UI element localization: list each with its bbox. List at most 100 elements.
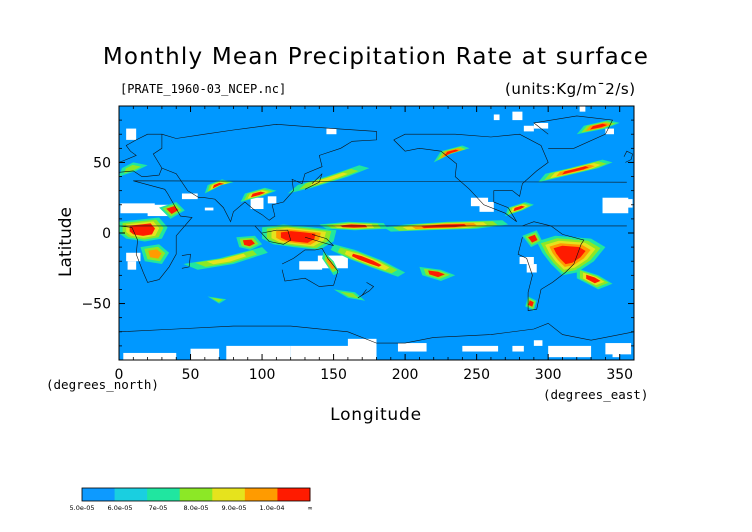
colorbar-swatch	[114, 488, 148, 501]
precip-band	[242, 239, 255, 247]
coastline	[304, 173, 323, 190]
coastline	[357, 282, 375, 299]
x-tick-label: 350	[606, 367, 633, 383]
missing-data-patch	[204, 207, 214, 211]
units-label: (units:Kg/m¯2/s)	[505, 80, 636, 98]
precip-band	[528, 300, 534, 307]
missing-data-patch	[548, 345, 592, 358]
coastline	[161, 123, 377, 223]
precip-band	[206, 253, 247, 265]
colorbar-label: 6.0e-05	[108, 504, 133, 512]
missing-data-patch	[126, 252, 141, 262]
coastline	[517, 221, 585, 311]
y-tick-label: 0	[102, 226, 111, 242]
precip-band	[528, 234, 538, 243]
missing-data-patch	[493, 114, 500, 121]
precip-band	[428, 270, 445, 278]
precip-band	[351, 253, 382, 267]
missing-data-patch	[147, 204, 170, 217]
missing-data-patch	[123, 352, 177, 360]
missing-data-patch	[612, 350, 620, 358]
missing-data-patch	[181, 193, 198, 200]
precip-band	[340, 291, 360, 299]
coastline	[119, 133, 163, 177]
precip-band	[444, 149, 459, 157]
coastline	[533, 115, 613, 149]
missing-data-patch	[127, 261, 137, 270]
x-tick-label: 150	[320, 367, 347, 383]
colorbar-label: 1.0e-04	[260, 504, 285, 512]
coastline	[393, 133, 549, 222]
missing-data-patch	[326, 128, 337, 135]
missing-data-patch	[347, 338, 377, 349]
missing-data-patch	[519, 256, 534, 265]
missing-data-patch	[512, 345, 524, 352]
colorbar-label: 9.0e-05	[222, 504, 247, 512]
x-unit-label: (degrees_east)	[543, 387, 649, 402]
precip-band	[148, 249, 162, 259]
missing-data-patch	[226, 345, 291, 360]
precip-band	[285, 232, 311, 242]
precip-band	[590, 123, 608, 130]
y-tick-label: −50	[81, 297, 111, 313]
colorbar-swatch	[244, 488, 278, 501]
x-tick-label: 50	[182, 367, 200, 383]
x-tick-label: 100	[249, 367, 276, 383]
coastline	[623, 150, 633, 163]
colorbar-label: ∞	[307, 504, 312, 512]
missing-data-patch	[526, 264, 537, 273]
precip-band	[586, 274, 601, 284]
x-tick-label: 200	[392, 367, 419, 383]
missing-data-patch	[397, 343, 427, 352]
colorbar-swatch	[277, 488, 311, 501]
precip-band	[513, 205, 525, 212]
coastline	[119, 180, 627, 283]
missing-data-patch	[579, 106, 586, 112]
y-tick-label: 50	[93, 155, 111, 171]
colorbar-swatch	[212, 488, 246, 501]
missing-data-patch	[533, 340, 543, 346]
colorbar-swatch	[179, 488, 213, 501]
colorbar-swatch	[82, 488, 116, 501]
colorbar-label: 5.0e-05	[70, 504, 95, 512]
missing-data-patch	[290, 345, 377, 360]
precip-band	[166, 206, 179, 214]
coastline	[281, 248, 339, 287]
precip-band	[133, 225, 151, 234]
missing-data-patch	[267, 196, 277, 204]
missing-data-patch	[605, 128, 614, 135]
missing-data-patch	[533, 122, 549, 129]
plot-background	[119, 106, 634, 360]
missing-data-patch	[120, 203, 155, 214]
colorbar-label: 8.0e-05	[184, 504, 209, 512]
missing-data-patch	[126, 128, 137, 140]
colorbar-swatch	[147, 488, 181, 501]
coastline	[304, 234, 334, 246]
missing-data-patch	[299, 261, 323, 270]
missing-data-patch	[190, 348, 220, 360]
chart-subtitle: [PRATE_1960-03_NCEP.nc]	[120, 82, 287, 96]
missing-data-patch	[615, 199, 633, 208]
missing-data-patch	[605, 343, 632, 355]
chart-title: Monthly Mean Precipitation Rate at surfa…	[102, 44, 650, 70]
coastline	[119, 322, 634, 344]
colorbar-label: 7e-05	[149, 504, 168, 512]
precip-band	[557, 248, 581, 262]
colorbar-frame	[81, 487, 311, 502]
x-tick-label: 0	[115, 367, 124, 383]
missing-data-patch	[523, 125, 534, 132]
precip-band	[211, 297, 223, 303]
coastline	[181, 253, 191, 269]
x-tick-label: 300	[535, 367, 562, 383]
missing-data-patch	[512, 111, 523, 121]
x-tick-label: 250	[463, 367, 490, 383]
missing-data-patch	[479, 201, 494, 212]
precip-band	[326, 258, 335, 270]
missing-data-patch	[250, 197, 264, 210]
precip-band	[250, 191, 266, 198]
missing-data-patch	[462, 345, 499, 352]
precip-band	[212, 182, 225, 189]
precip-band	[562, 166, 589, 175]
x-axis-label: Longitude	[330, 405, 422, 425]
